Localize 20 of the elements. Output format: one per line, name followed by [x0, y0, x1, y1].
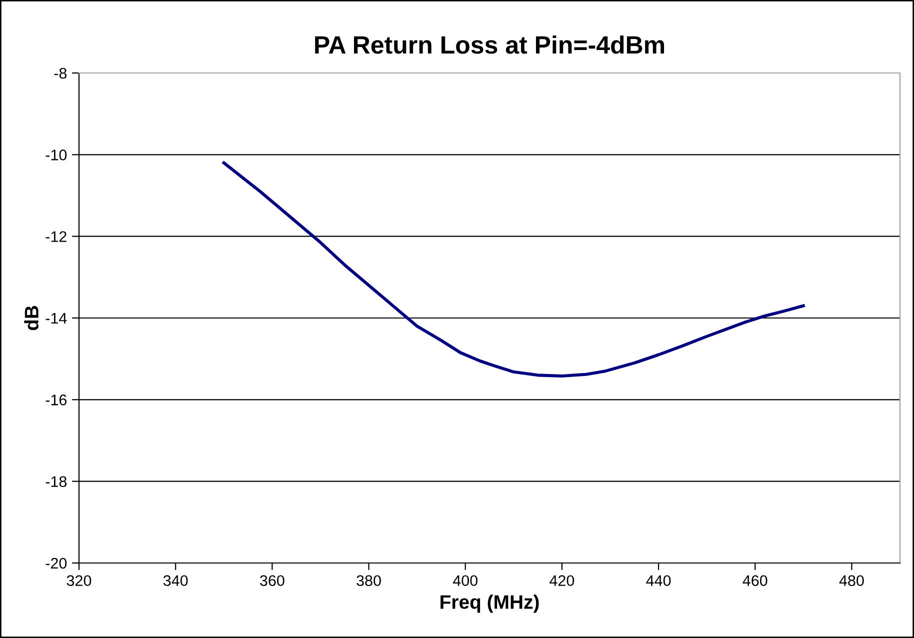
- y-tick-label: -12: [46, 231, 66, 242]
- y-tick-label: -18: [46, 476, 67, 488]
- x-tick-label: 360: [260, 575, 284, 586]
- x-tick-label: 460: [742, 575, 768, 586]
- x-tick-label: 440: [646, 575, 671, 586]
- y-tick-label: -20: [46, 558, 67, 569]
- x-tick-label: 400: [452, 575, 478, 586]
- x-tick-label: 420: [550, 575, 574, 586]
- y-tick-label: -16: [46, 394, 67, 406]
- line-series: [222, 161, 805, 378]
- x-tick-label: 340: [163, 575, 188, 586]
- chart-title: PA Return Loss at Pin=-4dBm: [315, 35, 664, 54]
- x-tick-label: 380: [356, 575, 381, 586]
- y-tick-label: -8: [54, 68, 67, 79]
- x-tick-label: 480: [839, 575, 864, 586]
- x-tick-label: 320: [66, 575, 92, 586]
- y-tick-label: -14: [46, 313, 67, 324]
- y-tick-label: -10: [46, 150, 67, 160]
- x-axis-title: Freq (MHz): [440, 594, 539, 613]
- y-axis-title: dB: [24, 306, 38, 330]
